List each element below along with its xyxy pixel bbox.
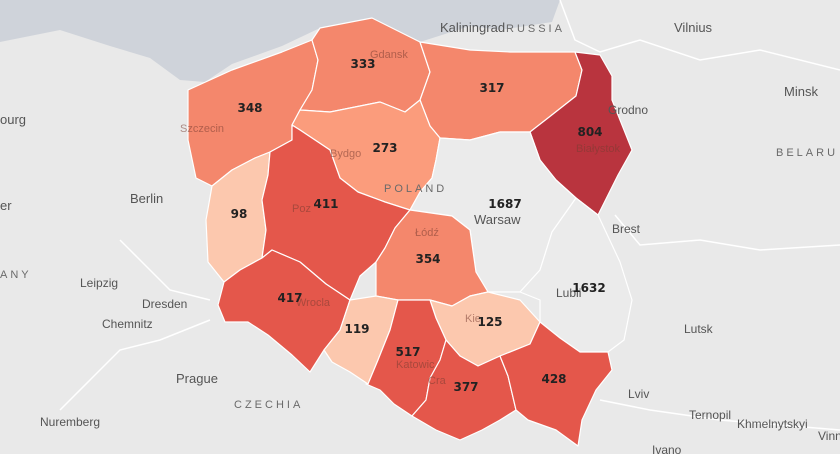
value-podlaskie: 804	[577, 125, 602, 139]
value-lubuskie: 98	[231, 207, 248, 221]
value-opolskie: 119	[344, 322, 369, 336]
value-labels: 348 333 317 804 273 1687 98 411 354 1632…	[231, 57, 606, 394]
baltic-sea	[0, 0, 560, 82]
label-er: er	[0, 198, 12, 213]
label-grodno: Grodno	[608, 103, 648, 117]
label-lodz: Łódź	[415, 227, 439, 239]
value-dolnoslaskie: 417	[277, 291, 302, 305]
label-ternopil: Ternopil	[689, 408, 731, 422]
value-zachodniopomorskie: 348	[237, 101, 262, 115]
underlay-city-labels: Gdansk Szczecin Bydgo Poz Łódź Wrocla Ki…	[180, 49, 621, 387]
label-wroclaw: Wrocla	[296, 297, 331, 309]
label-belarus: BELARU	[776, 147, 838, 159]
value-pomorskie: 333	[350, 57, 375, 71]
border-lines	[59, 0, 840, 431]
label-dresden: Dresden	[142, 297, 187, 311]
label-vilnius: Vilnius	[674, 20, 713, 35]
label-germany: ANY	[0, 269, 32, 281]
label-katowice: Katowic	[396, 359, 435, 371]
label-warsaw: Warsaw	[474, 212, 521, 227]
label-bydgoszcz: Bydgo	[330, 148, 361, 160]
label-lviv: Lviv	[628, 387, 649, 401]
label-khmelnytskyi: Khmelnytskyi	[737, 417, 808, 431]
value-warminsko-mazurskie: 317	[479, 81, 504, 95]
region-malopolskie[interactable]	[411, 339, 517, 441]
label-vinn: Vinn	[818, 429, 840, 443]
label-lublin: Lubli	[556, 286, 581, 300]
label-chemnitz: Chemnitz	[102, 317, 153, 331]
label-bialystok: Białystok	[576, 143, 621, 155]
label-krakow: Cra	[428, 375, 447, 387]
value-malopolskie: 377	[453, 380, 478, 394]
label-poland: POLAND	[384, 183, 447, 195]
label-nuremberg: Nuremberg	[40, 415, 100, 429]
label-szczecin: Szczecin	[180, 123, 224, 135]
label-gdansk: Gdansk	[370, 49, 408, 61]
label-hamburg: ourg	[0, 112, 26, 127]
value-lubelskie: 1632	[572, 281, 605, 295]
value-lodzkie: 354	[415, 252, 440, 266]
label-ivano: Ivano	[652, 443, 682, 454]
value-wielkopolskie: 411	[313, 197, 338, 211]
regions-layer	[187, 17, 633, 447]
label-leipzig: Leipzig	[80, 276, 118, 290]
label-brest: Brest	[612, 222, 641, 236]
basemap-labels: Kaliningrad RUSSIA Vilnius Minsk BELARU …	[0, 20, 840, 454]
label-kaliningrad: Kaliningrad	[440, 20, 505, 35]
label-berlin: Berlin	[130, 191, 163, 206]
value-podkarpackie: 428	[541, 372, 566, 386]
label-kielce: Kie	[465, 313, 481, 325]
region-podkarpackie[interactable]	[499, 321, 613, 447]
label-czechia: CZECHIA	[234, 399, 303, 411]
value-slaskie: 517	[395, 345, 420, 359]
value-kujawsko-pomorskie: 273	[372, 141, 397, 155]
label-russia: RUSSIA	[506, 23, 565, 35]
label-minsk: Minsk	[784, 84, 818, 99]
value-mazowieckie: 1687	[488, 197, 521, 211]
label-poznan: Poz	[292, 203, 311, 215]
value-swietokrzyskie: 125	[477, 315, 502, 329]
label-lutsk: Lutsk	[684, 322, 714, 336]
label-prague: Prague	[176, 371, 218, 386]
